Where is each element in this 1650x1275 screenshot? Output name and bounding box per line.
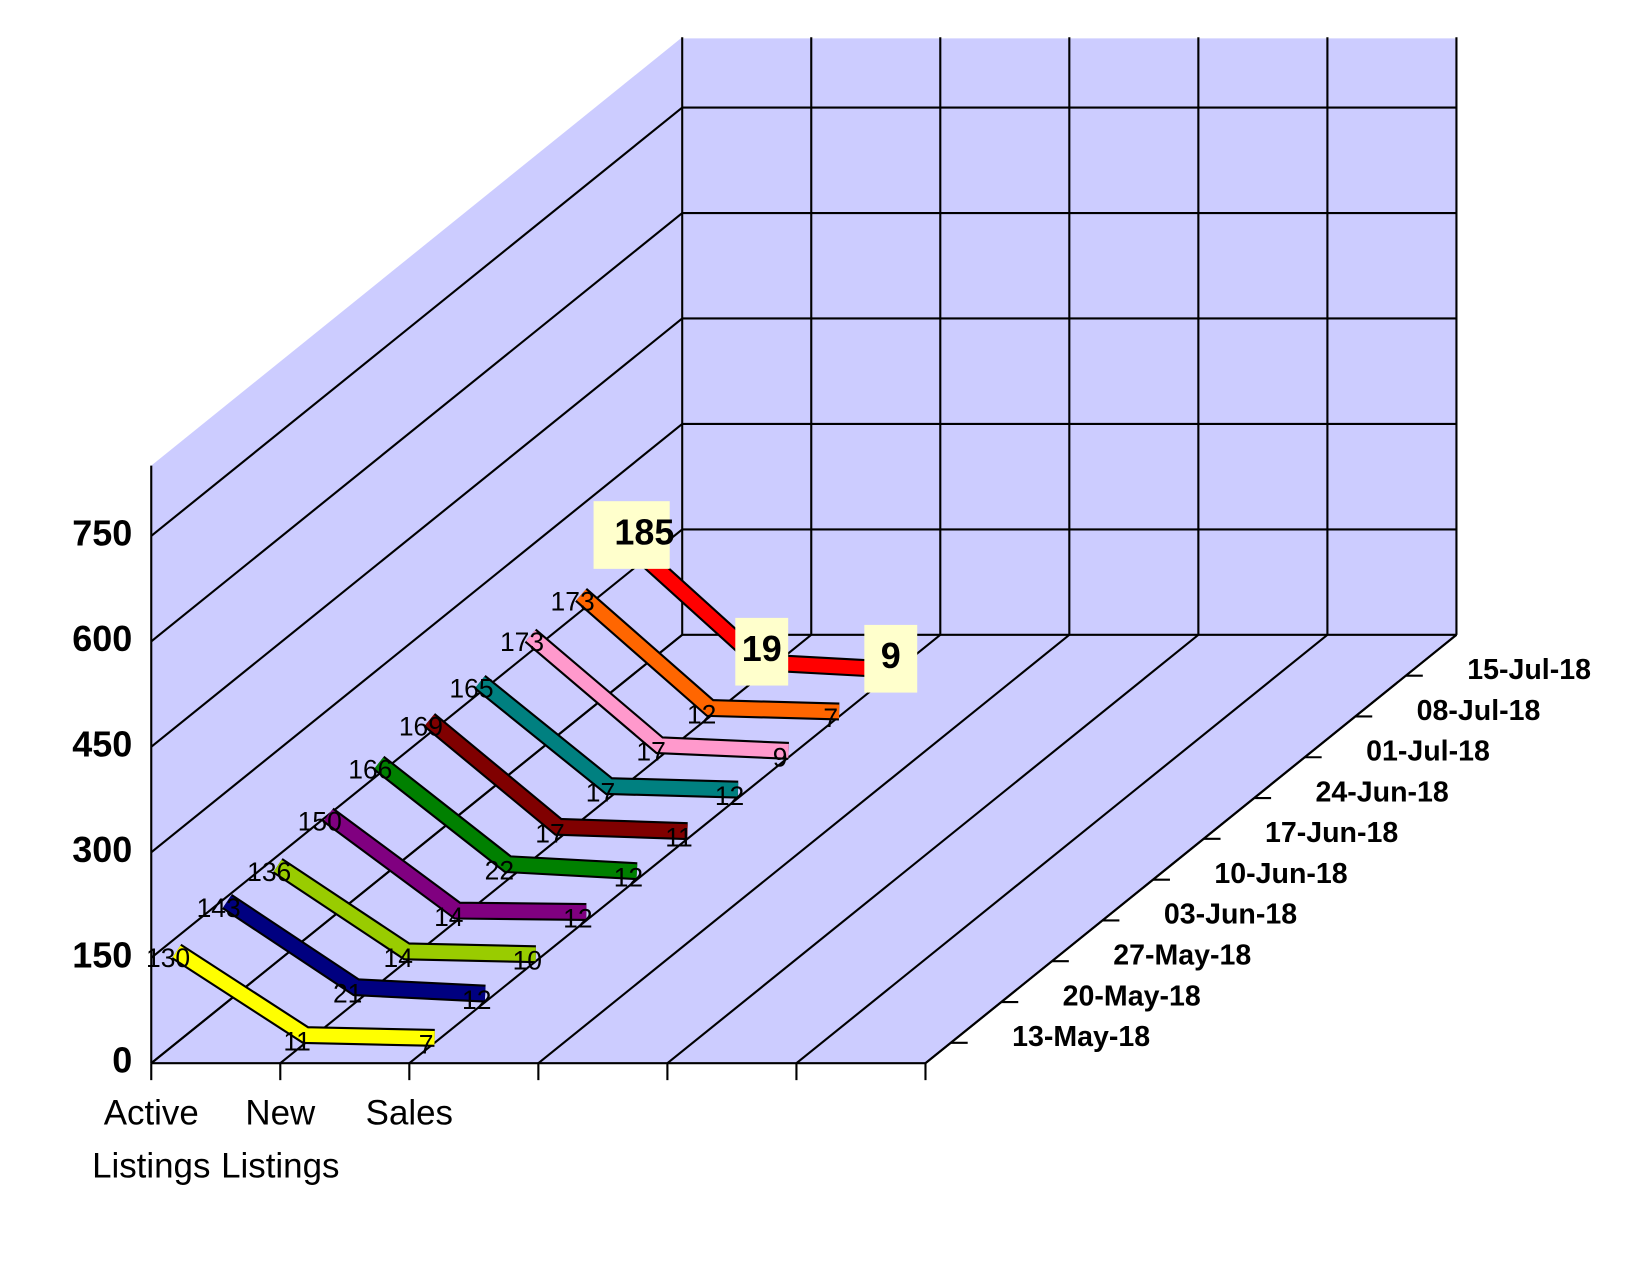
- y-tick-label: 600: [72, 618, 132, 659]
- line: [172, 945, 435, 1045]
- legend-label: 10-Jun-18: [1214, 858, 1347, 890]
- line: [526, 630, 789, 758]
- depth-axis: [924, 634, 1458, 1065]
- grid-line: [150, 212, 683, 643]
- value-label: 14: [434, 902, 463, 932]
- legend-label: 24-Jun-18: [1316, 776, 1449, 808]
- value-label-box: [735, 617, 789, 686]
- value-label: 11: [283, 1027, 310, 1057]
- x-tick-label: Active Listings: [92, 1092, 211, 1185]
- y-tick-label: 0: [112, 1040, 132, 1081]
- value-label: 7: [823, 703, 838, 733]
- line: [223, 895, 486, 1001]
- legend-label: 17-Jun-18: [1265, 817, 1398, 849]
- line: [374, 757, 638, 879]
- value-label: 130: [146, 943, 190, 973]
- value-label: 9: [773, 742, 788, 772]
- grid-line: [150, 317, 683, 748]
- value-label: 19: [742, 628, 782, 669]
- legend-label: 27-May-18: [1113, 940, 1251, 972]
- value-label: 21: [333, 979, 362, 1009]
- value-label: 166: [348, 754, 392, 784]
- value-label: 9: [881, 635, 901, 676]
- y-tick-label: 450: [72, 723, 132, 764]
- legend-label: 08-Jul-18: [1417, 695, 1541, 727]
- line: [273, 859, 536, 962]
- legend-label: 13-May-18: [1012, 1021, 1150, 1053]
- legend-label: 20-May-18: [1063, 980, 1201, 1012]
- value-label: 185: [614, 512, 674, 553]
- line: [475, 676, 739, 797]
- grid-line: [150, 423, 683, 854]
- legend-label: 01-Jul-18: [1366, 736, 1490, 768]
- value-label: 7: [419, 1029, 434, 1059]
- x-tick-label: Sales: [365, 1092, 453, 1132]
- legend-label: 15-Jul-18: [1467, 654, 1591, 686]
- value-label: 17: [535, 818, 564, 848]
- value-label: 12: [687, 699, 716, 729]
- value-label: 173: [500, 627, 544, 657]
- value-label-box: [593, 501, 670, 569]
- legend-label: 03-Jun-18: [1164, 899, 1297, 931]
- x-tick-label-box: Sales: [365, 1092, 453, 1132]
- value-label: 17: [586, 778, 615, 808]
- value-label: 12: [563, 903, 592, 933]
- x-tick-label-box: New Listings: [221, 1092, 340, 1185]
- floor-line: [537, 634, 1070, 1065]
- value-label: 12: [614, 863, 643, 893]
- floor-line: [795, 634, 1329, 1065]
- x-tick-label: New Listings: [221, 1092, 340, 1185]
- value-label: 136: [247, 857, 291, 887]
- left-wall: [151, 37, 683, 1064]
- value-label: 173: [551, 586, 595, 616]
- line: [576, 589, 840, 719]
- value-label: 11: [665, 823, 692, 853]
- value-label: 165: [449, 673, 493, 703]
- value-label: 14: [384, 943, 413, 973]
- value-label: 169: [399, 711, 443, 741]
- value-label: 12: [462, 985, 491, 1015]
- y-tick-label: 750: [72, 512, 132, 553]
- floor-line: [666, 634, 1200, 1065]
- line: [324, 809, 587, 919]
- value-label: 17: [636, 737, 665, 767]
- floor-line: [408, 634, 941, 1065]
- value-label: 150: [298, 806, 342, 836]
- y-tick-label: 150: [72, 934, 132, 975]
- value-label: 22: [485, 856, 514, 886]
- value-label: 12: [715, 781, 744, 811]
- value-label-box: [864, 624, 918, 693]
- value-label: 143: [197, 893, 241, 923]
- y-tick-label: 300: [72, 829, 132, 870]
- value-label: 10: [513, 946, 542, 976]
- line: [424, 714, 688, 838]
- x-tick-label-box: Active Listings: [92, 1092, 211, 1185]
- grid-line: [150, 106, 683, 537]
